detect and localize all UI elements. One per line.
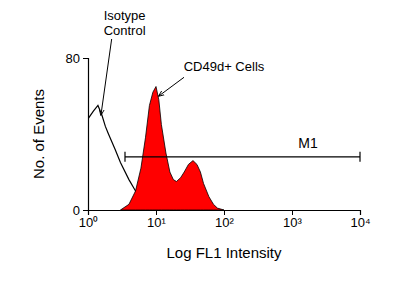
y-axis: 0 80 xyxy=(66,51,89,218)
series-area xyxy=(120,87,224,211)
x-tick-label: 10¹ xyxy=(147,215,166,230)
chart: 10⁰ 10¹ 10² 10³ 10⁴ 0 80 Log FL1 Intensity No. o… xyxy=(30,8,371,261)
annotation-text: CD49d+ Cells xyxy=(184,59,265,74)
annotation: CD49d+ Cells xyxy=(159,59,265,96)
y-tick: 80 xyxy=(66,51,88,66)
y-tick-mark xyxy=(83,210,88,211)
x-tick: 10⁰ xyxy=(79,210,98,230)
x-tick-label: 10³ xyxy=(283,215,302,230)
x-tick-label: 10⁰ xyxy=(79,215,98,230)
gate: M1 xyxy=(125,135,360,162)
annotation-text: IsotypeControl xyxy=(104,8,146,38)
x-tick: 10¹ xyxy=(147,210,166,230)
y-tick-label: 0 xyxy=(73,203,80,218)
x-axis-title: Log FL1 Intensity xyxy=(166,244,282,261)
gate-line xyxy=(125,156,360,157)
y-axis-line xyxy=(83,59,89,211)
gate-end xyxy=(124,152,125,162)
y-tick: 0 xyxy=(73,203,88,218)
plot-area xyxy=(88,87,224,211)
x-tick: 10² xyxy=(215,210,234,230)
x-tick: 10⁴ xyxy=(350,210,370,230)
annotation: IsotypeControl xyxy=(101,8,146,115)
annotation-arrow xyxy=(101,39,112,115)
x-tick-label: 10² xyxy=(215,215,234,230)
y-tick-mark xyxy=(83,58,88,59)
gate-end xyxy=(359,152,360,162)
annotation-arrow xyxy=(159,77,184,96)
y-tick-label: 80 xyxy=(66,51,80,66)
x-tick: 10³ xyxy=(283,210,302,230)
y-axis-title: No. of Events xyxy=(30,89,47,179)
gate-label: M1 xyxy=(298,135,318,151)
x-tick-label: 10⁴ xyxy=(350,215,370,230)
x-axis: 10⁰ 10¹ 10² 10³ 10⁴ xyxy=(79,210,371,230)
